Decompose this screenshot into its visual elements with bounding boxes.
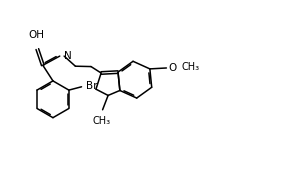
Text: Br: Br (86, 81, 98, 91)
Text: CH₃: CH₃ (92, 116, 111, 126)
Text: O: O (168, 63, 177, 73)
Text: N: N (64, 51, 71, 61)
Text: CH₃: CH₃ (182, 62, 200, 73)
Text: OH: OH (28, 30, 44, 40)
